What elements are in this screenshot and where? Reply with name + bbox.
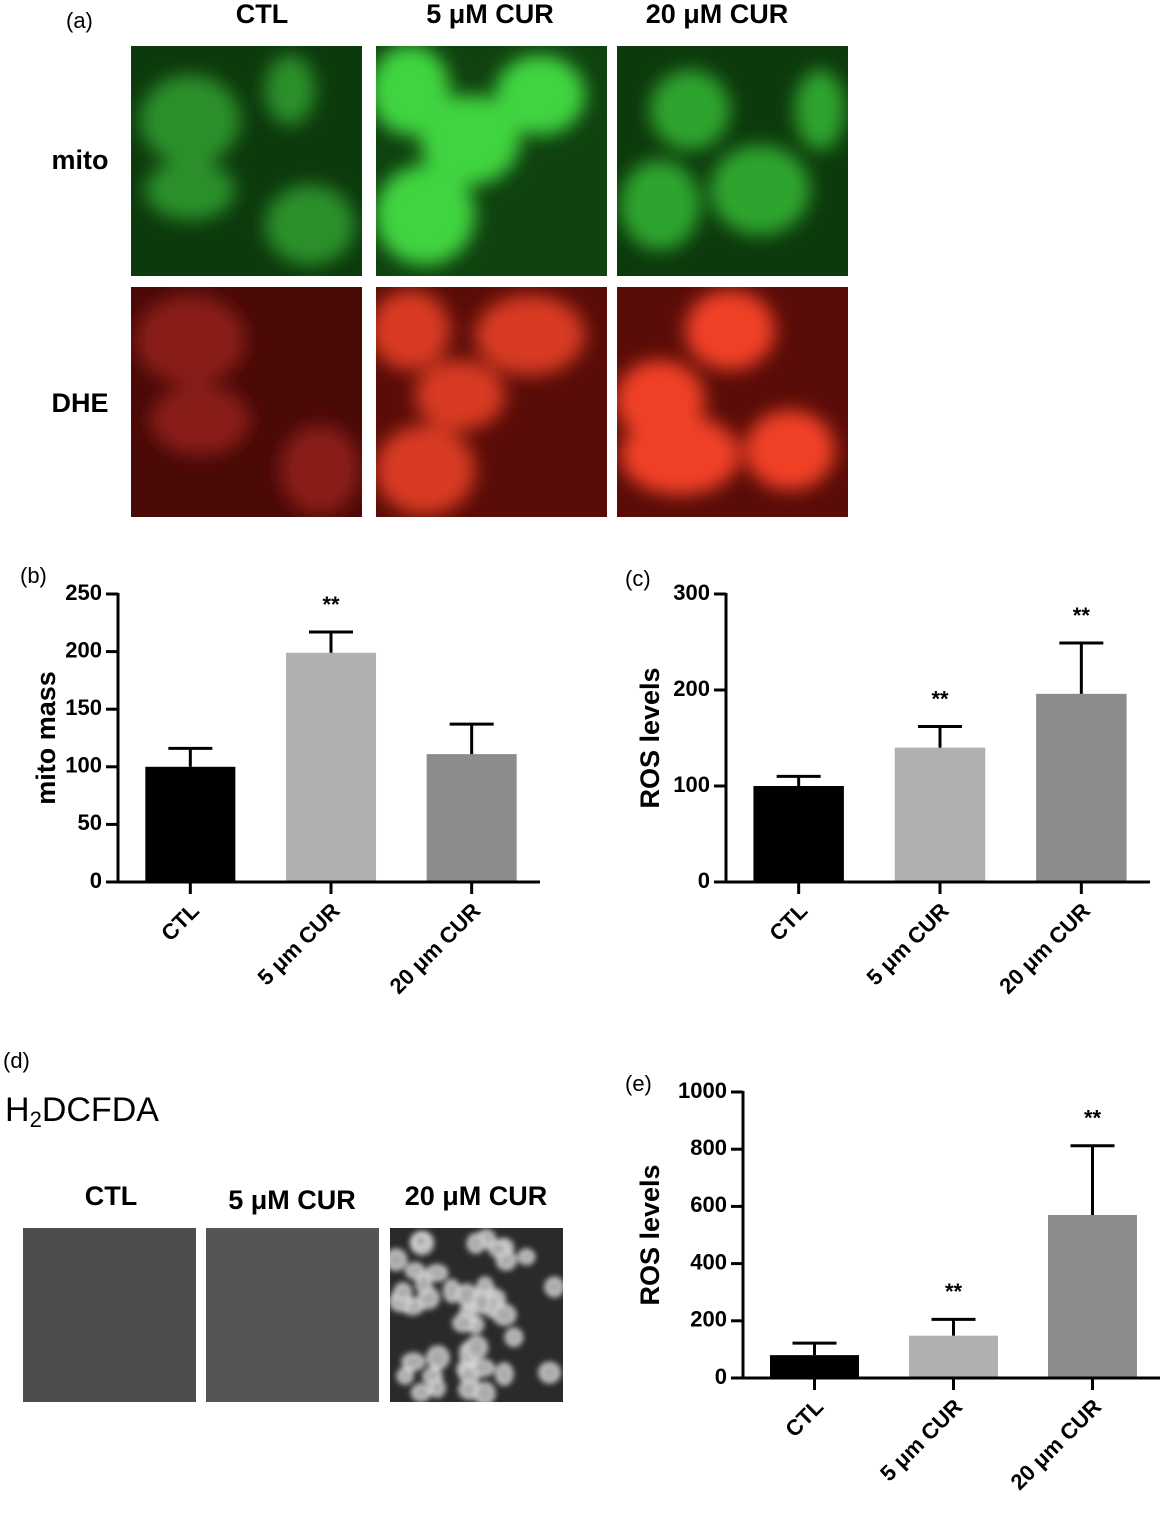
- x-tick-label: CTL: [764, 898, 812, 946]
- y-tick-label: 50: [78, 810, 102, 835]
- y-tick-label: 400: [690, 1249, 727, 1274]
- bar: [1036, 693, 1127, 882]
- significance: **: [1073, 603, 1091, 628]
- x-tick-label: 5 μm CUR: [253, 898, 345, 990]
- bar: [426, 754, 517, 882]
- bar: [145, 766, 236, 882]
- x-tick-label: 20 μm CUR: [1005, 1394, 1106, 1495]
- significance: **: [945, 1279, 963, 1304]
- panel-label: (c): [625, 566, 651, 591]
- x-tick-label: 20 μm CUR: [385, 898, 486, 999]
- panel-label: (b): [20, 563, 47, 588]
- y-tick-label: 600: [690, 1192, 727, 1217]
- column-header: 20 μM CUR: [405, 1181, 548, 1211]
- significance: **: [1084, 1106, 1102, 1131]
- x-tick-label: 5 μm CUR: [862, 898, 954, 990]
- y-tick-label: 200: [673, 676, 710, 701]
- micrograph: [131, 46, 362, 276]
- y-tick-label: 250: [65, 580, 102, 605]
- panel-label: (d): [3, 1048, 30, 1073]
- micrograph: [376, 46, 607, 276]
- row-header: DHE: [51, 388, 108, 418]
- y-tick-label: 100: [65, 753, 102, 778]
- micrograph: [617, 46, 848, 276]
- y-tick-label: 0: [715, 1364, 727, 1389]
- y-tick-label: 200: [65, 637, 102, 662]
- micrograph: [376, 287, 607, 517]
- y-tick-label: 800: [690, 1135, 727, 1160]
- y-tick-label: 1000: [678, 1078, 727, 1103]
- x-tick-label: CTL: [780, 1394, 828, 1442]
- panel-label: (e): [625, 1071, 652, 1096]
- bar: [285, 652, 377, 882]
- title-part: H: [5, 1091, 30, 1129]
- x-tick-label: 5 μm CUR: [875, 1394, 967, 1486]
- significance: **: [322, 592, 340, 617]
- y-tick-label: 200: [690, 1307, 727, 1332]
- y-tick-label: 0: [90, 868, 102, 893]
- y-tick-label: 150: [65, 695, 102, 720]
- y-tick-label: 300: [673, 580, 710, 605]
- panel-label: (a): [66, 8, 93, 33]
- bar: [909, 1335, 998, 1378]
- micrograph: [390, 1228, 563, 1402]
- micrograph: [23, 1228, 196, 1402]
- micrograph: [131, 287, 362, 517]
- y-axis-label: mito mass: [31, 671, 61, 805]
- y-tick-label: 100: [673, 772, 710, 797]
- bar: [894, 747, 986, 882]
- panel-title: H2DCFDA: [5, 1091, 159, 1132]
- row-header: mito: [52, 145, 109, 175]
- y-tick-label: 0: [698, 868, 710, 893]
- bar: [753, 786, 844, 882]
- title-part: DCFDA: [42, 1091, 159, 1129]
- column-header: 5 μM CUR: [228, 1185, 356, 1215]
- x-tick-label: 20 μm CUR: [994, 898, 1095, 999]
- micrograph: [617, 287, 848, 517]
- bar: [770, 1355, 859, 1378]
- y-axis-label: ROS levels: [635, 1164, 665, 1305]
- x-tick-label: CTL: [156, 898, 204, 946]
- y-axis-label: ROS levels: [635, 667, 665, 808]
- column-header: CTL: [236, 0, 288, 29]
- title-subscript: 2: [30, 1107, 42, 1132]
- significance: **: [931, 686, 949, 711]
- bar: [1048, 1214, 1137, 1378]
- column-header: 20 μM CUR: [646, 0, 789, 29]
- micrograph: [206, 1228, 379, 1402]
- column-header: 5 μM CUR: [426, 0, 554, 29]
- column-header: CTL: [85, 1181, 137, 1211]
